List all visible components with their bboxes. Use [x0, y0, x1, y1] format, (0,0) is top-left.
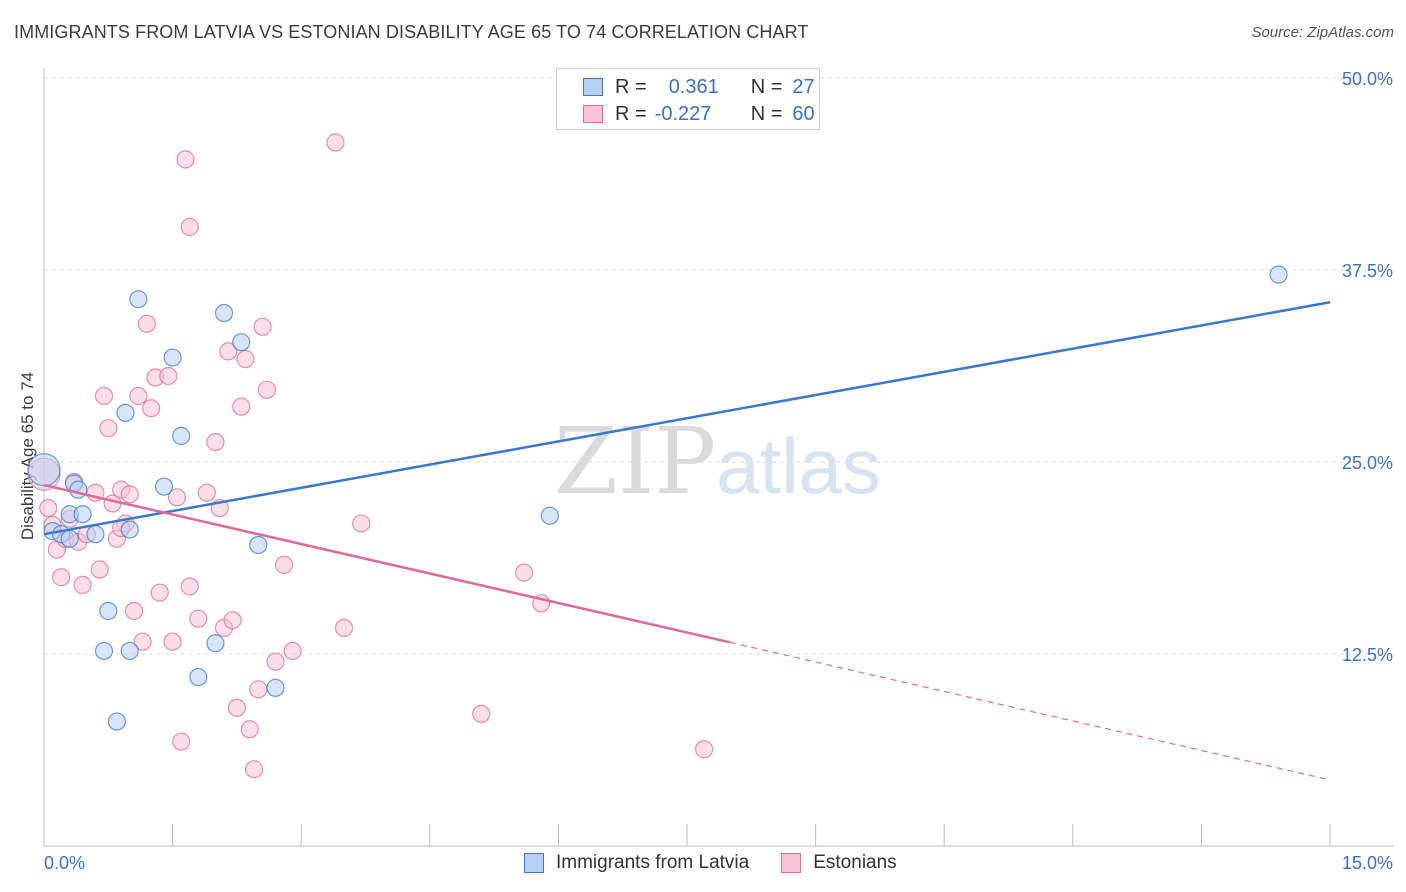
point-estonians	[236, 349, 255, 369]
source-label: Source: ZipAtlas.com	[1251, 24, 1394, 41]
legend-r-label: R =	[615, 102, 647, 125]
point-estonians	[189, 609, 208, 628]
point-latvia	[154, 477, 174, 496]
point-estonians	[73, 575, 92, 594]
point-estonians	[124, 601, 144, 621]
legend-n-label: N =	[750, 75, 783, 98]
point-estonians	[240, 720, 259, 739]
legend-row-estonians: R = -0.227 N = 60	[583, 103, 815, 125]
point-estonians	[219, 342, 238, 361]
point-latvia	[73, 505, 92, 524]
point-estonians	[150, 583, 169, 602]
point-latvia	[249, 535, 268, 555]
point-estonians	[223, 611, 242, 630]
point-estonians	[120, 485, 139, 504]
point-latvia	[120, 520, 139, 539]
point-estonians	[180, 217, 199, 237]
point-estonians	[90, 560, 109, 579]
point-latvia	[107, 712, 126, 731]
point-estonians	[142, 399, 161, 418]
trendline-estonians	[43, 483, 731, 644]
y-tick-label: 50.0%	[1342, 69, 1393, 89]
point-estonians	[176, 150, 195, 169]
point-estonians	[159, 366, 178, 386]
series-label-estonians: Estonians	[813, 852, 897, 873]
point-latvia	[232, 333, 251, 352]
point-estonians	[99, 419, 118, 438]
point-latvia	[116, 403, 135, 422]
y-tick-label: 12.5%	[1342, 645, 1393, 665]
point-latvia	[129, 290, 148, 309]
trendline-latvia	[43, 301, 1331, 536]
y-tick-label: 25.0%	[1342, 453, 1393, 473]
point-latvia	[86, 525, 105, 544]
point-estonians	[232, 397, 251, 416]
point-estonians	[227, 698, 246, 717]
point-estonians	[94, 386, 114, 406]
point-estonians	[266, 652, 285, 671]
point-latvia	[206, 634, 225, 653]
point-estonians	[244, 760, 264, 779]
point-estonians	[172, 732, 191, 751]
legend-n-value: 27	[792, 75, 815, 98]
point-estonians	[129, 386, 148, 406]
point-latvia	[1269, 265, 1288, 284]
point-latvia	[214, 303, 234, 323]
point-estonians	[249, 680, 268, 699]
series-swatch-latvia	[524, 853, 544, 873]
point-estonians	[695, 740, 714, 759]
point-latvia	[540, 506, 559, 525]
point-estonians	[163, 632, 182, 651]
point-estonians	[253, 317, 272, 336]
legend-n-value: 60	[792, 102, 815, 125]
legend-r-label: R =	[615, 75, 647, 98]
correlation-legend: R = 0.361 N = 27 R = -0.227 N = 60	[556, 68, 820, 130]
series-legend: Immigrants from Latvia Estonians	[524, 852, 929, 874]
point-estonians	[137, 314, 156, 333]
point-estonians	[334, 618, 354, 637]
series-legend-latvia[interactable]: Immigrants from Latvia	[524, 852, 749, 874]
point-estonians	[257, 380, 277, 399]
point-latvia	[172, 426, 191, 445]
point-latvia	[163, 348, 182, 367]
point-estonians	[274, 555, 294, 575]
point-latvia	[27, 453, 61, 487]
legend-swatch-latvia	[583, 78, 603, 96]
point-latvia	[266, 678, 285, 697]
chart-title: IMMIGRANTS FROM LATVIA VS ESTONIAN DISAB…	[14, 22, 809, 42]
series-legend-estonians[interactable]: Estonians	[781, 852, 897, 874]
point-latvia	[189, 667, 208, 687]
point-latvia	[94, 641, 114, 661]
legend-r-value: 0.361	[668, 75, 719, 98]
y-tick-label: 37.5%	[1342, 261, 1393, 281]
point-estonians	[167, 488, 186, 507]
point-latvia	[60, 529, 79, 548]
point-estonians	[180, 577, 199, 596]
legend-row-latvia: R = 0.361 N = 27	[583, 76, 815, 98]
point-estonians	[206, 432, 225, 452]
point-estonians	[472, 704, 491, 724]
trendline-estonians-extension	[729, 641, 1331, 781]
legend-n-label: N =	[750, 102, 783, 125]
point-estonians	[39, 498, 58, 518]
point-latvia	[99, 601, 118, 621]
x-tick-label: 0.0%	[44, 853, 85, 873]
point-estonians	[515, 563, 534, 582]
legend-r-value: -0.227	[654, 102, 712, 125]
point-estonians	[52, 568, 71, 587]
series-swatch-estonians	[781, 853, 802, 873]
point-estonians	[352, 514, 371, 533]
point-estonians	[283, 641, 302, 661]
series-label-latvia: Immigrants from Latvia	[556, 852, 750, 873]
point-estonians	[133, 632, 152, 651]
point-latvia	[120, 641, 139, 661]
x-tick-label: 15.0%	[1342, 853, 1393, 873]
point-latvia	[69, 480, 88, 499]
legend-swatch-estonians	[583, 105, 603, 123]
point-estonians	[326, 133, 345, 152]
point-estonians	[197, 483, 216, 502]
